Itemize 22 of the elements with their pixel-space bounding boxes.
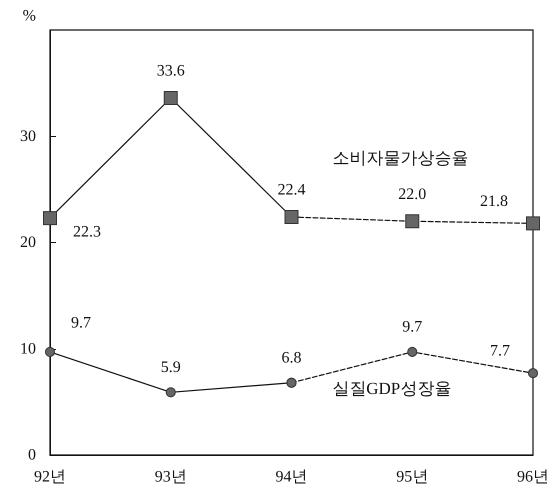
data-label: 5.9 (160, 358, 181, 376)
x-tick-label: 96년 (517, 468, 549, 486)
data-label: 22.0 (398, 186, 426, 203)
y-tick-label: 30 (20, 128, 36, 145)
y-tick-label: 0 (28, 446, 36, 464)
data-label: 9.7 (71, 314, 91, 332)
data-label: 22.4 (278, 182, 306, 198)
x-tick-label: 93년 (154, 468, 187, 486)
data-label: 22.3 (73, 224, 101, 241)
text: 실질GDP성장율 (332, 378, 452, 398)
x-tick-label: 94년 (276, 468, 308, 486)
data-label: 7.7 (490, 342, 510, 360)
y-tick-label: 10 (20, 340, 36, 358)
x-tick-label: 95년 (396, 468, 428, 486)
x-tick-label: 92년 (34, 468, 66, 486)
data-label: 21.8 (480, 192, 508, 210)
text: 소비자물가상승율 (332, 148, 468, 168)
data-label: 6.8 (282, 349, 302, 366)
data-label: 9.7 (402, 318, 422, 336)
y-tick-label: 20 (20, 234, 36, 251)
y-axis-title: % (22, 8, 36, 24)
data-label: 33.6 (156, 62, 185, 80)
